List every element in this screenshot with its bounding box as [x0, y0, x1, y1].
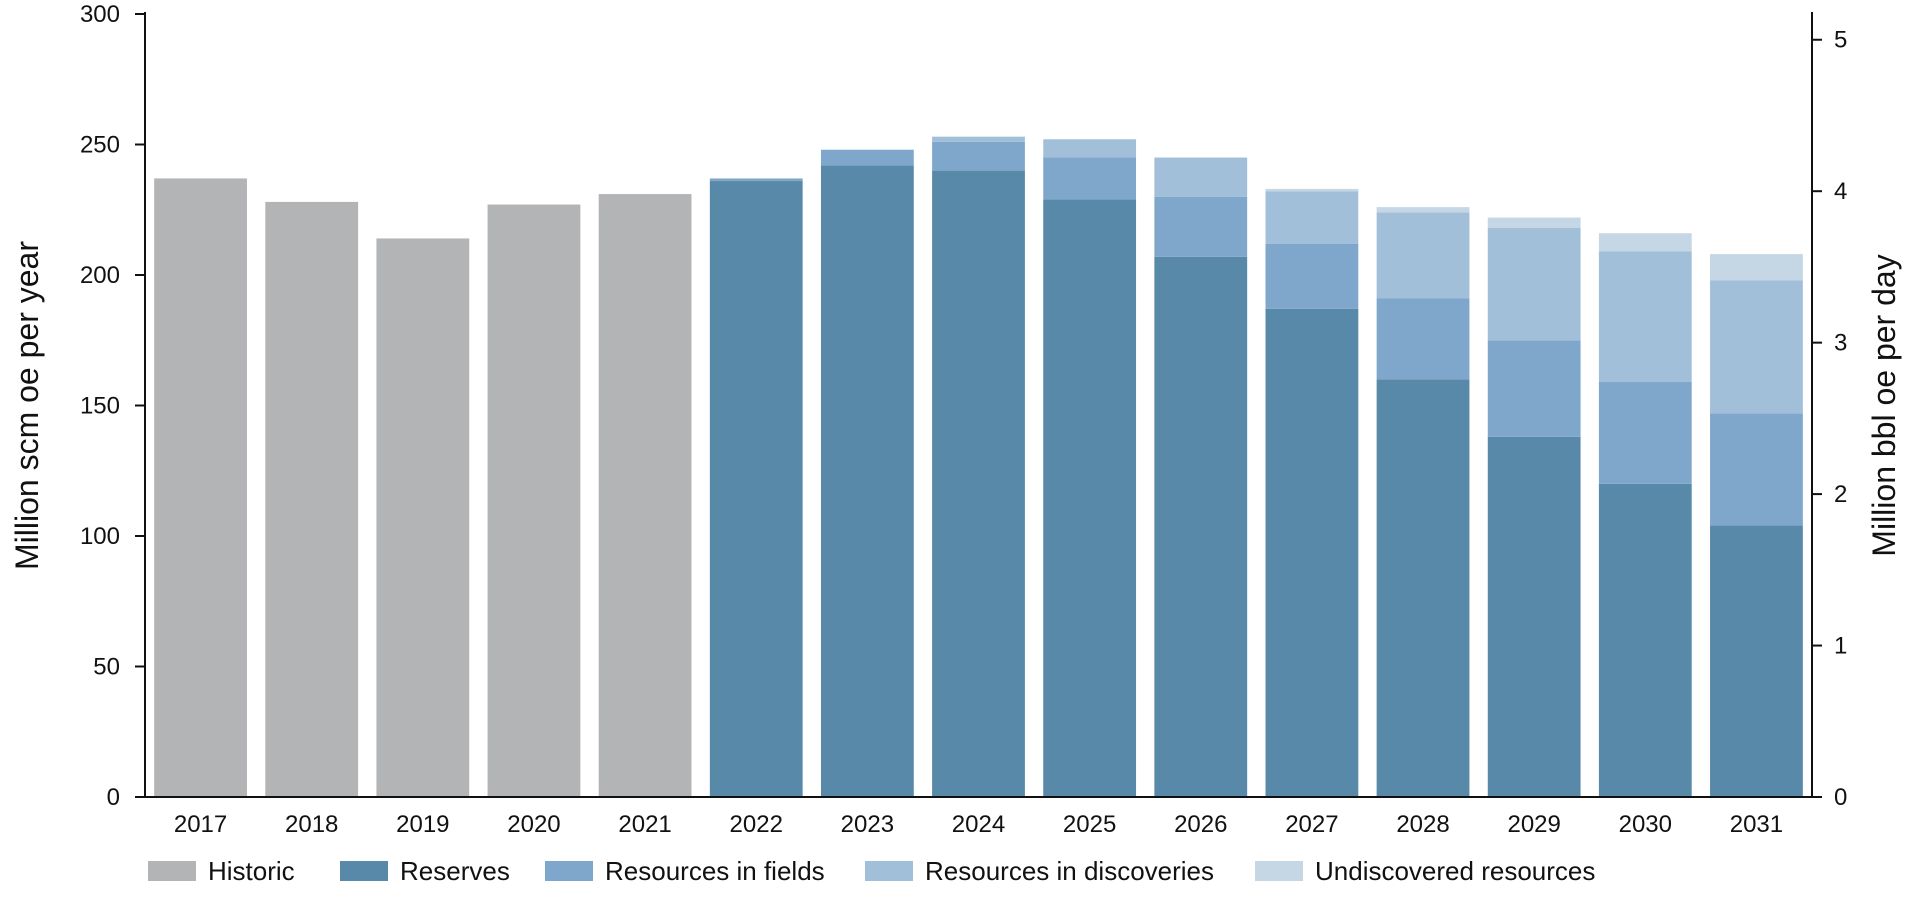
legend-swatch — [340, 861, 388, 881]
bar-2029-reserves — [1487, 436, 1581, 797]
y2-tick-label: 1 — [1834, 633, 1847, 660]
bar-2029-resources-in-discoveries — [1487, 228, 1581, 341]
bar-2031-undiscovered-resources — [1710, 254, 1803, 281]
y2-tick-label: 2 — [1834, 481, 1847, 508]
x-tick-label: 2026 — [1174, 811, 1227, 838]
legend-label: Resources in fields — [605, 856, 825, 886]
y2-tick-label: 5 — [1834, 27, 1847, 54]
bar-2019-historic — [376, 238, 470, 797]
bar-2028-resources-in-fields — [1376, 298, 1470, 380]
legend-swatch — [545, 861, 593, 881]
legend-swatch — [865, 861, 913, 881]
bar-2029-resources-in-fields — [1487, 340, 1581, 437]
bars-group — [154, 136, 1803, 798]
legend-label: Historic — [208, 856, 295, 886]
bar-2027-resources-in-fields — [1265, 243, 1359, 309]
legend: Historic Reserves Resources in fields Resou… — [148, 856, 1595, 886]
y-tick-label: 200 — [80, 262, 120, 289]
bar-2030-undiscovered-resources — [1598, 233, 1692, 252]
bar-2018-historic — [265, 201, 359, 798]
bar-2028-reserves — [1376, 379, 1470, 797]
bar-2027-undiscovered-resources — [1265, 188, 1359, 192]
y2-tick-label: 4 — [1834, 178, 1847, 205]
bar-2024-resources-in-fields — [932, 141, 1025, 171]
bar-2026-resources-in-fields — [1154, 196, 1248, 257]
y2-tick-label: 0 — [1834, 784, 1847, 811]
bar-2025-resources-in-fields — [1043, 157, 1137, 200]
x-tick-label: 2019 — [396, 811, 449, 838]
bar-2017-historic — [154, 178, 247, 797]
bar-2029-undiscovered-resources — [1487, 217, 1581, 229]
y-tick-label: 250 — [80, 132, 120, 159]
y-tick-label: 300 — [80, 1, 120, 28]
bar-2030-resources-in-fields — [1598, 382, 1692, 484]
y-axis-title: Million scm oe per year — [9, 241, 45, 570]
bar-2020-historic — [487, 204, 581, 797]
y-tick-label: 0 — [107, 784, 120, 811]
x-tick-label: 2024 — [952, 811, 1005, 838]
x-tick-label: 2017 — [174, 811, 227, 838]
legend-label: Reserves — [400, 856, 510, 886]
bar-2028-resources-in-discoveries — [1376, 212, 1470, 299]
x-tick-label: 2021 — [618, 811, 671, 838]
y2-tick-label: 3 — [1834, 330, 1847, 357]
legend-label: Undiscovered resources — [1315, 856, 1595, 886]
bar-2030-reserves — [1598, 483, 1692, 797]
bar-2026-resources-in-discoveries — [1154, 157, 1248, 197]
x-tick-label: 2022 — [730, 811, 783, 838]
legend-swatch — [148, 861, 196, 881]
x-tick-label: 2030 — [1619, 811, 1672, 838]
x-tick-label: 2020 — [507, 811, 560, 838]
bar-2021-historic — [598, 194, 692, 798]
x-tick-label: 2027 — [1285, 811, 1338, 838]
x-tick-label: 2025 — [1063, 811, 1116, 838]
bar-2024-reserves — [932, 170, 1025, 798]
y-tick-label: 100 — [80, 523, 120, 550]
bar-2025-reserves — [1043, 199, 1137, 797]
bar-2023-reserves — [820, 165, 914, 797]
bar-2030-resources-in-discoveries — [1598, 251, 1692, 383]
bar-2023-resources-in-fields — [820, 149, 914, 166]
x-tick-label: 2023 — [841, 811, 894, 838]
bar-2031-resources-in-discoveries — [1710, 280, 1803, 414]
axes-group: 2017 2018 2019 2020 2021 2022 2023 2024 2025 2026… — [80, 1, 1847, 838]
x-tick-label: 2029 — [1507, 811, 1560, 838]
legend-label: Resources in discoveries — [925, 856, 1214, 886]
bar-2025-resources-in-discoveries — [1043, 139, 1137, 158]
x-tick-label: 2031 — [1730, 811, 1783, 838]
bar-2027-resources-in-discoveries — [1265, 191, 1359, 244]
bar-2028-undiscovered-resources — [1376, 207, 1470, 213]
bar-2022-resources-in-fields — [709, 178, 803, 182]
x-tick-label: 2028 — [1396, 811, 1449, 838]
bar-2031-reserves — [1710, 525, 1803, 797]
bar-2026-reserves — [1154, 256, 1248, 798]
legend-swatch — [1255, 861, 1303, 881]
x-tick-label: 2018 — [285, 811, 338, 838]
y-tick-label: 50 — [93, 654, 120, 681]
y-tick-label: 150 — [80, 393, 120, 420]
bar-2027-reserves — [1265, 308, 1359, 797]
bar-2022-reserves — [709, 181, 803, 798]
y2-axis-title: Million bbl oe per day — [1866, 254, 1902, 556]
bar-2031-resources-in-fields — [1710, 413, 1803, 526]
bar-2024-resources-in-discoveries — [932, 136, 1025, 142]
